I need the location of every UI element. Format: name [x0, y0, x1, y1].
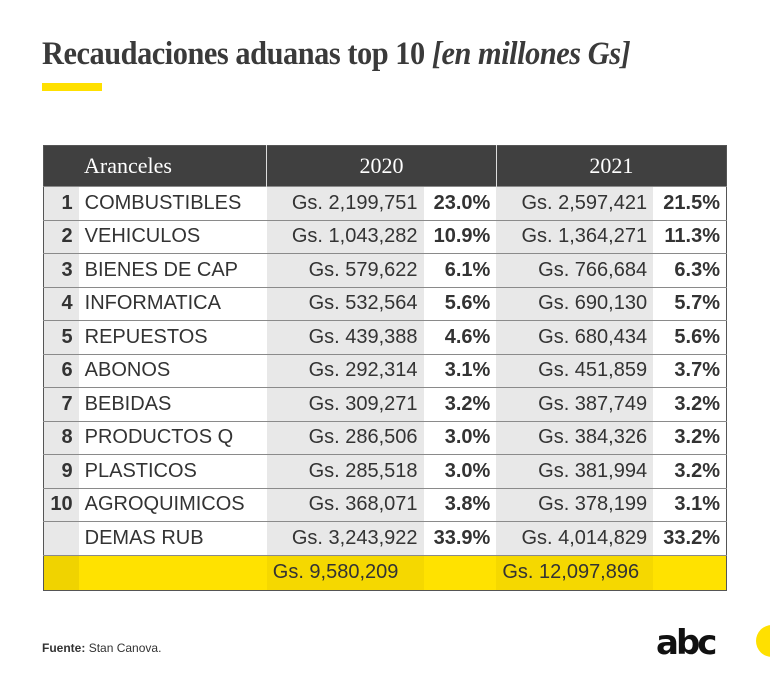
cell-p2021: 5.7% [653, 286, 727, 321]
cell-v2020: Gs. 3,243,922 [266, 521, 424, 555]
cell-rank: 1 [43, 186, 79, 220]
cell-v2021: Gs. 384,326 [496, 420, 654, 455]
cell-p2021: 3.2% [653, 420, 727, 455]
cell-rank: 3 [43, 253, 79, 287]
source-note: Fuente: Stan Canova. [42, 641, 161, 655]
cell-name: PRODUCTOS Q [78, 420, 267, 455]
table-row: 10 AGROQUIMICOS Gs. 368,071 3.8% Gs. 378,199… [43, 487, 727, 522]
cell-p2020: 3.8% [423, 487, 497, 522]
cell-p2021: 3.7% [653, 353, 727, 388]
cell-p2021: 5.6% [653, 320, 727, 354]
cell-name: BEBIDAS [78, 387, 267, 421]
cell-v2021: Gs. 387,749 [496, 387, 654, 421]
cell-v2020: Gs. 309,271 [266, 387, 424, 421]
table-row: 8 PRODUCTOS Q Gs. 286,506 3.0% Gs. 384,326 3.… [43, 420, 727, 455]
cell-name: COMBUSTIBLES [78, 186, 267, 220]
table-row: 2 VEHICULOS Gs. 1,043,282 10.9% Gs. 1,364,27… [43, 219, 727, 254]
total-empty-cell [78, 554, 267, 590]
header-2021: 2021 [496, 145, 727, 187]
cell-v2021: Gs. 2,597,421 [496, 186, 654, 220]
cell-v2021: Gs. 378,199 [496, 487, 654, 522]
cell-v2021: Gs. 690,130 [496, 286, 654, 321]
table-row: 9 PLASTICOS Gs. 285,518 3.0% Gs. 381,994 3.2% [43, 454, 727, 488]
header-2020: 2020 [266, 145, 497, 187]
cell-p2020: 3.0% [423, 420, 497, 455]
cell-v2021: Gs. 766,684 [496, 253, 654, 287]
abc-logo: abc [656, 623, 717, 663]
cell-v2021: Gs. 381,994 [496, 454, 654, 488]
table-row: 1 COMBUSTIBLES Gs. 2,199,751 23.0% Gs. 2,597… [43, 186, 727, 220]
cell-p2020: 3.2% [423, 387, 497, 421]
cell-p2021: 3.2% [653, 387, 727, 421]
cell-name: REPUESTOS [78, 320, 267, 354]
cell-p2020: 10.9% [423, 219, 497, 254]
header-aranceles: Aranceles [43, 145, 268, 187]
cell-rank: 7 [43, 387, 79, 421]
cell-v2020: Gs. 532,564 [266, 286, 424, 321]
cell-p2021: 3.2% [653, 454, 727, 488]
cell-v2021: Gs. 451,859 [496, 353, 654, 388]
table-header: Aranceles 2020 2021 [43, 145, 727, 187]
table-row: 4 INFORMATICA Gs. 532,564 5.6% Gs. 690,130 5.… [43, 286, 727, 321]
cell-rank: 4 [43, 286, 79, 321]
cell-v2020: Gs. 285,518 [266, 454, 424, 488]
cell-p2021: 11.3% [653, 219, 727, 254]
cell-v2021: Gs. 1,364,271 [496, 219, 654, 254]
cell-v2020: Gs. 1,043,282 [266, 219, 424, 254]
cell-rank: 9 [43, 454, 79, 488]
cell-name: ABONOS [78, 353, 267, 388]
cell-v2020: Gs. 579,622 [266, 253, 424, 287]
cell-v2020: Gs. 286,506 [266, 420, 424, 455]
cell-v2021: Gs. 4,014,829 [496, 521, 654, 555]
data-table: Aranceles 2020 2021 1 COMBUSTIBLES Gs. 2,1… [43, 145, 727, 591]
logo-yellow-circle [756, 625, 770, 657]
cell-p2020: 4.6% [423, 320, 497, 354]
total-row: Gs. 9,580,209 Gs. 12,097,896 [43, 554, 727, 590]
total-empty-cell [423, 554, 497, 590]
title-text: Recaudaciones aduanas top 10 [42, 36, 425, 72]
cell-v2020: Gs. 368,071 [266, 487, 424, 522]
cell-p2020: 3.0% [423, 454, 497, 488]
table-row: 3 BIENES DE CAP Gs. 579,622 6.1% Gs. 766,684… [43, 253, 727, 287]
source-text: Stan Canova. [88, 641, 162, 655]
cell-rank: 6 [43, 353, 79, 388]
title-unit: [en millones Gs] [431, 36, 631, 72]
cell-name: DEMAS RUB [78, 521, 267, 555]
cell-p2020: 23.0% [423, 186, 497, 220]
cell-name: BIENES DE CAP [78, 253, 267, 287]
cell-p2021: 21.5% [653, 186, 727, 220]
cell-p2020: 5.6% [423, 286, 497, 321]
cell-p2020: 6.1% [423, 253, 497, 287]
cell-name: INFORMATICA [78, 286, 267, 321]
cell-name: VEHICULOS [78, 219, 267, 254]
cell-rank [43, 521, 79, 555]
cell-v2020: Gs. 292,314 [266, 353, 424, 388]
cell-rank: 5 [43, 320, 79, 354]
total-empty-cell [43, 554, 79, 590]
cell-name: AGROQUIMICOS [78, 487, 267, 522]
cell-p2021: 3.1% [653, 487, 727, 522]
cell-p2020: 3.1% [423, 353, 497, 388]
cell-v2020: Gs. 439,388 [266, 320, 424, 354]
total-v2021: Gs. 12,097,896 [496, 554, 654, 590]
table-row: 5 REPUESTOS Gs. 439,388 4.6% Gs. 680,434 5.6% [43, 320, 727, 354]
cell-rank: 8 [43, 420, 79, 455]
cell-rank: 2 [43, 219, 79, 254]
title-underline [42, 83, 102, 91]
cell-rank: 10 [43, 487, 79, 522]
cell-p2020: 33.9% [423, 521, 497, 555]
cell-p2021: 33.2% [653, 521, 727, 555]
table-row: DEMAS RUB Gs. 3,243,922 33.9% Gs. 4,014,829… [43, 521, 727, 555]
cell-v2021: Gs. 680,434 [496, 320, 654, 354]
total-v2020: Gs. 9,580,209 [266, 554, 424, 590]
cell-v2020: Gs. 2,199,751 [266, 186, 424, 220]
source-label: Fuente: [42, 641, 86, 655]
page-title: Recaudaciones aduanas top 10 [en millone… [42, 36, 631, 73]
total-empty-cell [653, 554, 727, 590]
cell-name: PLASTICOS [78, 454, 267, 488]
cell-p2021: 6.3% [653, 253, 727, 287]
table-row: 7 BEBIDAS Gs. 309,271 3.2% Gs. 387,749 3.2% [43, 387, 727, 421]
table-row: 6 ABONOS Gs. 292,314 3.1% Gs. 451,859 3.7% [43, 353, 727, 388]
